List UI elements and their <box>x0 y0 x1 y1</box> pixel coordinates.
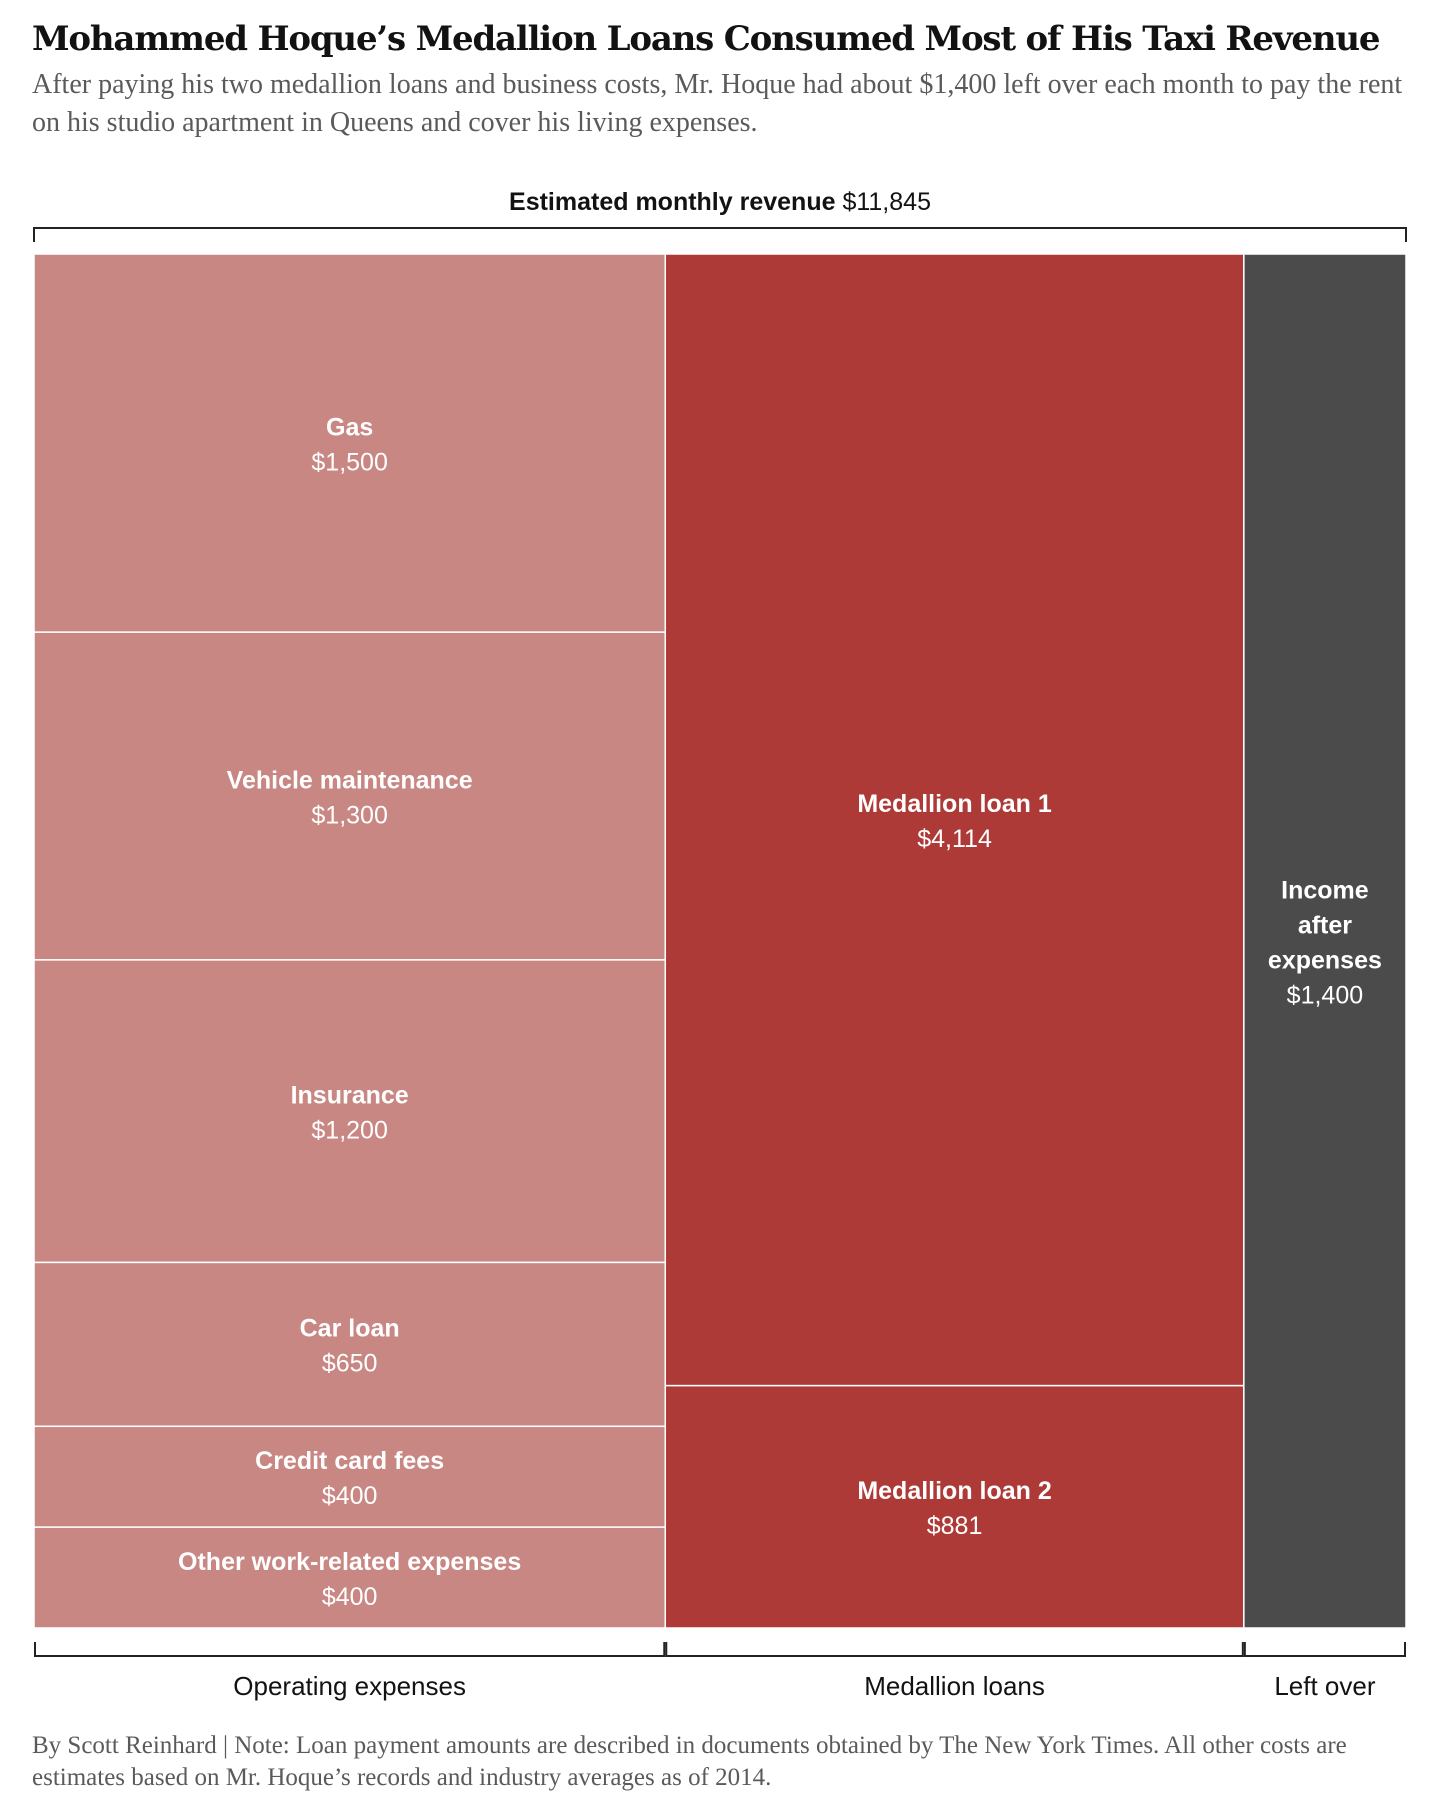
cell-medallion-loan-1 <box>664 253 1245 1387</box>
cell-car-loan <box>33 1261 667 1428</box>
cell-label-gas: Gas <box>326 413 373 441</box>
cell-label-vehicle-maintenance: Vehicle maintenance <box>227 766 473 794</box>
revenue-bracket <box>33 227 1407 242</box>
group-label-medallion-loans: Medallion loans <box>864 1671 1045 1701</box>
cell-value-car-loan: $650 <box>322 1350 378 1378</box>
bracket-operating-expenses <box>34 1642 666 1657</box>
cell-label-income-after-expenses: Income after expenses <box>1268 876 1382 974</box>
cell-value-gas: $1,500 <box>311 448 387 476</box>
cell-label-car-loan: Car loan <box>300 1315 400 1343</box>
cell-label-insurance: Insurance <box>291 1081 409 1109</box>
cell-value-credit-card-fees: $400 <box>322 1482 378 1510</box>
cell-value-medallion-loan-2: $881 <box>927 1512 983 1540</box>
cell-insurance <box>33 959 667 1264</box>
group-label-left-over: Left over <box>1274 1671 1376 1701</box>
cell-vehicle-maintenance <box>33 631 667 961</box>
cell-income-after-expenses <box>1243 253 1407 1629</box>
cell-value-vehicle-maintenance: $1,300 <box>311 801 387 829</box>
cell-label-other-work-related-expenses: Other work-related expenses <box>178 1548 521 1576</box>
cell-other-work-related-expenses <box>33 1526 667 1629</box>
bracket-medallion-loans <box>665 1642 1244 1657</box>
cell-value-insurance: $1,200 <box>311 1116 387 1144</box>
revenue-heading: Estimated monthly revenue $11,845 <box>34 186 1406 218</box>
cell-label-medallion-loan-1: Medallion loan 1 <box>857 790 1052 818</box>
footnote: By Scott Reinhard | Note: Loan payment a… <box>32 1732 1347 1791</box>
chart-cells <box>33 253 1407 1629</box>
cell-value-medallion-loan-1: $4,114 <box>917 825 992 853</box>
chart-title: Mohammed Hoque’s Medallion Loans Consume… <box>32 19 1381 59</box>
mosaic-chart: Gas $1,500 Vehicle maintenance $1,300 Insura… <box>33 227 1407 1701</box>
revenue-label: Estimated monthly revenue <box>509 188 836 216</box>
brackets <box>33 227 1407 1657</box>
cell-gas <box>33 253 667 633</box>
group-label-operating-expenses: Operating expenses <box>233 1671 466 1701</box>
bracket-left-over <box>1243 1642 1406 1657</box>
chart-subtitle: After paying his two medallion loans and… <box>32 69 1403 138</box>
revenue-value: $11,845 <box>842 188 931 216</box>
cell-label-credit-card-fees: Credit card fees <box>255 1447 444 1475</box>
cell-value-income-after-expenses: $1,400 <box>1287 981 1363 1009</box>
cell-label-medallion-loan-2: Medallion loan 2 <box>857 1477 1051 1505</box>
cell-value-other-work-related-expenses: $400 <box>322 1583 378 1611</box>
chart-labels: Gas $1,500 Vehicle maintenance $1,300 Insura… <box>178 413 1382 1701</box>
cell-credit-card-fees <box>33 1425 667 1528</box>
cell-medallion-loan-2 <box>664 1384 1245 1629</box>
